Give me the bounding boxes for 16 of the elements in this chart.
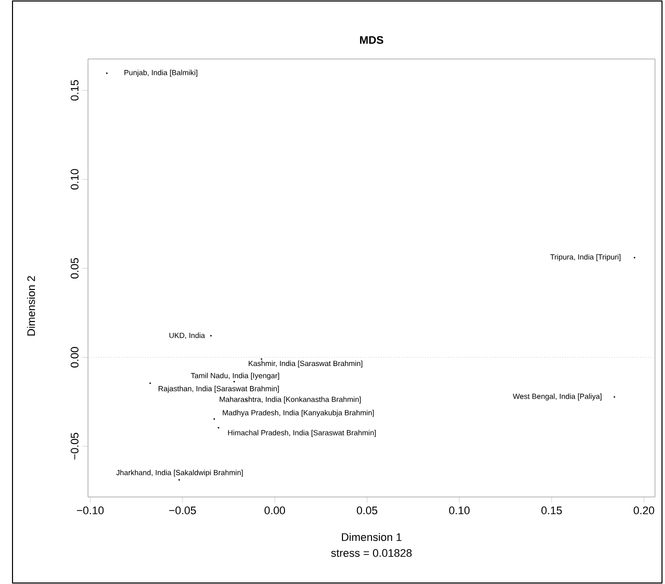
x-tick-label: 0.05 bbox=[356, 506, 378, 514]
x-axis-title: Dimension 1 bbox=[342, 532, 402, 542]
y-tick-label: 0.10 bbox=[70, 169, 78, 190]
y-tick-label: −0.05 bbox=[70, 432, 78, 460]
y-tick-label: 0.05 bbox=[70, 258, 78, 279]
chart-title: MDS bbox=[360, 36, 384, 44]
x-tick-label: 0.15 bbox=[541, 506, 562, 514]
x-tick-label: 0.20 bbox=[634, 506, 654, 514]
x-tick-label: −0.10 bbox=[76, 506, 104, 514]
x-tick-label: 0.00 bbox=[264, 506, 286, 514]
y-tick-label: 0.00 bbox=[70, 347, 78, 368]
y-axis-title: Dimension 2 bbox=[26, 276, 36, 336]
x-tick-label: 0.10 bbox=[449, 506, 470, 514]
x-tick-label: −0.05 bbox=[169, 506, 196, 514]
y-tick-label: 0.15 bbox=[70, 80, 78, 101]
text: stress = 0.01828 bbox=[331, 549, 412, 557]
